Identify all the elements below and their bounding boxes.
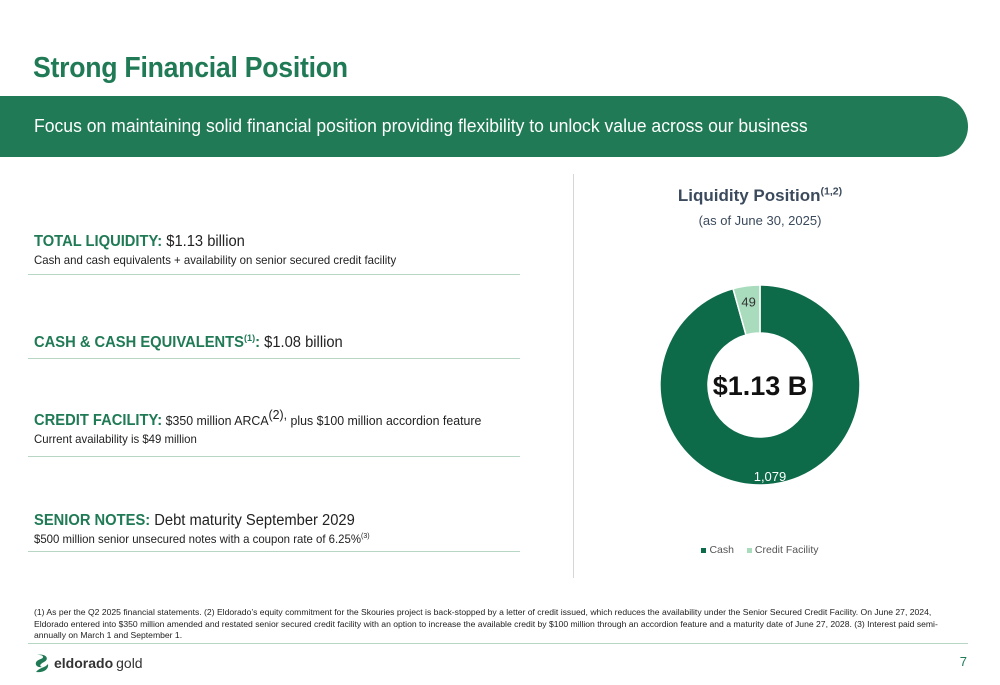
logo-wordmark: eldorado [54,655,114,671]
notes-value: Debt maturity September 2029 [150,512,355,529]
notes-sub: $500 million senior unsecured notes with… [34,531,370,546]
data-label-credit-facility: 49 [741,295,755,310]
footer-divider [28,643,968,644]
total-liquidity-value: $1.13 billion [162,233,245,250]
legend-item-cash: Cash [701,544,734,556]
page-number: 7 [959,654,967,669]
chart-legend: Cash Credit Facility [600,544,920,556]
divider-3 [28,456,520,457]
credit-facility-block: CREDIT FACILITY: $350 million ARCA(2), p… [34,408,520,446]
footnotes: (1) As per the Q2 2025 financial stateme… [34,607,938,640]
legend-item-credit-facility: Credit Facility [746,544,819,556]
cash-key: CASH & CASH EQUIVALENTS(1): [34,332,261,351]
legend-swatch-credit-facility [746,547,752,553]
total-liquidity-sub: Cash and cash equivalents + availability… [34,253,397,267]
credit-sub: Current availability is $49 million [34,432,197,446]
credit-value-a: $350 million ARCA [162,413,269,428]
chart-subtitle: (as of June 30, 2025) [698,213,822,228]
legend-swatch-cash [701,547,707,553]
cash-heading: CASH & CASH EQUIVALENTS(1): $1.08 billio… [34,334,496,352]
senior-notes-block: SENIOR NOTES: Debt maturity September 20… [34,512,520,546]
notes-key: SENIOR NOTES: [34,512,151,529]
divider-4 [28,551,520,552]
divider-2 [28,358,520,359]
liquidity-donut-chart: 1,079 49 $1.13 B [659,284,861,486]
notes-heading: SENIOR NOTES: Debt maturity September 20… [34,512,496,530]
donut-center-label: $1.13 B [713,371,808,401]
donut-slice-cash [659,284,861,486]
total-liquidity-block: TOTAL LIQUIDITY: $1.13 billion Cash and … [34,233,520,267]
credit-key: CREDIT FACILITY: [34,412,163,429]
credit-heading: CREDIT FACILITY: $350 million ARCA(2), p… [34,408,496,430]
total-liquidity-key: TOTAL LIQUIDITY: [34,233,163,250]
donut-slice-credit-facility [732,284,761,336]
company-logo: eldorado gold [34,652,143,674]
data-label-cash: 1,079 [754,469,787,484]
eldorado-logo-icon [35,654,49,673]
cash-block: CASH & CASH EQUIVALENTS(1): $1.08 billio… [34,334,520,352]
subtitle-banner: Focus on maintaining solid financial pos… [0,96,968,157]
credit-footnote-ref: (2), [268,406,288,422]
divider-1 [28,274,520,275]
page-title: Strong Financial Position [33,52,348,84]
cash-value: $1.08 billion [260,334,343,351]
cash-footnote-ref: (1) [243,332,256,344]
banner-text: Focus on maintaining solid financial pos… [34,115,808,136]
chart-title-footnote-ref: (1,2) [820,185,843,198]
chart-title: Liquidity Position(1,2) [677,185,843,205]
notes-footnote-ref: (3) [361,531,370,540]
logo-wordmark-gold: gold [116,655,143,671]
total-liquidity-heading: TOTAL LIQUIDITY: $1.13 billion [34,233,496,251]
vertical-divider [573,174,574,578]
credit-value-b: plus $100 million accordion feature [287,413,482,428]
